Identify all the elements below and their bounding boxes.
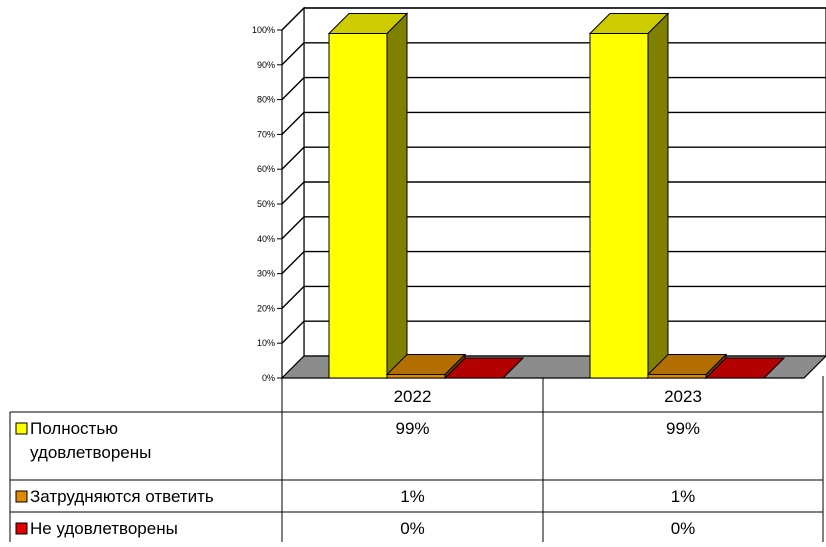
gridline-side [281,7,305,31]
data-label: 99% [395,419,429,438]
gridline-side [281,251,305,275]
y-tick-label: 70% [257,129,275,139]
gridline-side [281,320,305,344]
data-label: 1% [400,487,425,506]
gridline-side [281,216,305,240]
bar-front [386,374,446,379]
y-tick-label: 80% [257,95,275,105]
y-tick-label: 20% [257,303,275,313]
bar-side [386,12,408,380]
legend-key [15,422,28,435]
y-tick-label: 10% [257,338,275,348]
y-tick-label: 50% [257,199,275,209]
legend-label: Не удовлетворены [30,519,178,538]
y-tick-label: 30% [257,269,275,279]
bar-top [443,357,525,379]
bar-top [588,12,670,34]
data-label: 0% [671,519,696,538]
y-tick-label: 0% [262,373,275,383]
gridline-side [281,42,305,66]
bar-top [327,12,409,34]
legend-label: удовлетворены [30,443,151,462]
legend-label: Полностью [30,419,118,438]
y-tick-label: 60% [257,164,275,174]
legend-label: Затрудняются ответить [30,487,214,506]
bar-top [385,354,467,376]
y-tick-label: 90% [257,60,275,70]
y-tick-label: 100% [252,25,275,35]
gridline-side [281,181,305,205]
data-label: 99% [666,419,700,438]
x-tick-label: 2022 [394,387,432,406]
bar-front [328,32,388,379]
bar-front [647,374,707,379]
gridline-side [281,285,305,309]
bar-top [646,354,728,376]
bar-front [589,32,649,379]
data-label: 0% [400,519,425,538]
gridline-side [281,146,305,170]
data-label: 1% [671,487,696,506]
gridline-side [281,77,305,101]
x-tick-label: 2023 [664,387,702,406]
gridline-side [281,111,305,135]
legend-key [15,522,28,535]
bar-top [704,357,786,379]
bar-side [647,12,669,380]
legend-key [15,490,28,503]
y-tick-label: 40% [257,234,275,244]
